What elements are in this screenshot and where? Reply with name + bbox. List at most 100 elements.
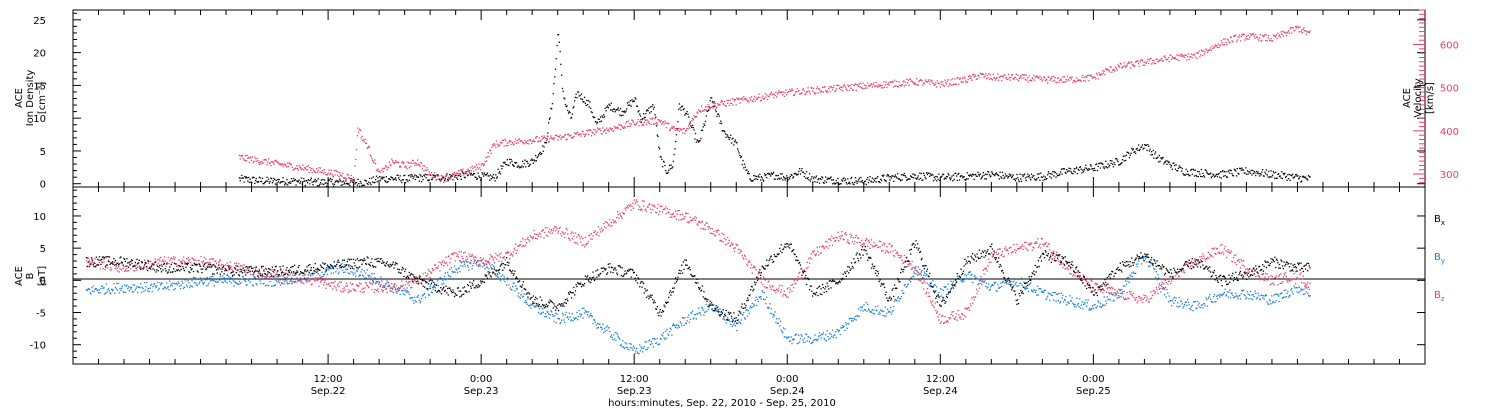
by-point <box>1236 296 1238 298</box>
bz-point <box>160 256 162 259</box>
by-point <box>140 283 142 285</box>
density-point <box>888 176 890 178</box>
velocity-point <box>1021 74 1023 76</box>
density-point <box>967 178 969 180</box>
density-point <box>573 106 575 108</box>
bz-point <box>385 287 387 290</box>
by-point <box>326 273 329 276</box>
by-point <box>189 286 191 289</box>
by-point <box>153 282 156 285</box>
density-point <box>389 179 391 181</box>
density-point <box>1008 173 1010 175</box>
velocity-point <box>500 142 502 144</box>
velocity-point <box>1305 33 1307 35</box>
velocity-point <box>1161 57 1163 60</box>
by-point <box>404 294 406 296</box>
velocity-point <box>499 141 502 143</box>
density-point <box>297 181 299 183</box>
bz-point <box>222 268 224 271</box>
density-point <box>1092 170 1095 172</box>
density-point <box>1233 168 1235 171</box>
velocity-point <box>1066 75 1069 78</box>
bz-point <box>116 268 118 270</box>
density-point <box>1027 173 1029 175</box>
density-point <box>302 180 304 183</box>
velocity-point <box>1141 59 1143 61</box>
density-point <box>434 175 436 177</box>
velocity-point <box>326 173 328 176</box>
bz-point <box>301 281 303 284</box>
by-point <box>489 263 491 265</box>
by-point <box>440 277 443 279</box>
density-point <box>841 180 844 182</box>
bz-point <box>183 260 185 263</box>
by-point <box>942 289 945 292</box>
by-point <box>221 281 223 283</box>
by-point <box>417 294 420 296</box>
density-point <box>887 173 889 176</box>
velocity-point <box>558 136 560 138</box>
bz-point <box>300 282 303 284</box>
velocity-point <box>1180 55 1183 57</box>
velocity-point <box>519 140 521 143</box>
velocity-point <box>382 171 384 173</box>
density-point <box>746 169 748 171</box>
density-point <box>1271 176 1273 178</box>
by-point <box>1071 297 1073 299</box>
by-point <box>733 324 735 326</box>
density-point <box>825 181 828 183</box>
by-point <box>712 304 714 307</box>
density-point <box>854 177 857 179</box>
by-point <box>711 308 713 310</box>
bz-point <box>155 260 157 263</box>
by-point <box>521 290 523 292</box>
velocity-point <box>423 170 425 172</box>
by-point <box>326 266 328 269</box>
density-point <box>597 118 599 120</box>
density-point <box>433 174 435 177</box>
velocity-point <box>1039 75 1041 77</box>
by-point <box>651 343 653 345</box>
density-point <box>794 172 796 174</box>
density-point <box>741 163 743 166</box>
density-point <box>457 174 459 177</box>
density-point <box>391 176 393 179</box>
density-point <box>1268 170 1270 173</box>
density-point <box>953 178 955 181</box>
velocity-point <box>1281 30 1284 32</box>
density-point <box>1260 174 1262 176</box>
by-point <box>544 316 546 318</box>
velocity-point <box>1118 66 1121 68</box>
velocity-point <box>271 161 273 163</box>
by-point <box>149 287 151 289</box>
density-point <box>1304 176 1306 178</box>
by-point <box>211 279 213 282</box>
velocity-point <box>529 139 531 141</box>
velocity-point <box>608 130 610 132</box>
by-point <box>1262 297 1264 299</box>
velocity-point <box>290 164 293 166</box>
by-point <box>759 297 761 299</box>
velocity-point <box>600 133 603 135</box>
by-point <box>449 268 451 270</box>
density-point <box>1155 157 1157 160</box>
velocity-point <box>1167 58 1169 61</box>
bz-point <box>154 258 156 260</box>
bz-point <box>114 267 117 270</box>
by-point <box>225 277 228 280</box>
velocity-point <box>368 146 371 149</box>
by-point <box>403 290 405 292</box>
by-point <box>967 273 969 275</box>
density-point <box>313 181 315 183</box>
by-point <box>153 283 155 285</box>
by-point <box>695 318 697 320</box>
by-point <box>139 287 141 289</box>
velocity-point <box>1190 55 1192 58</box>
velocity-point <box>421 168 423 170</box>
bz-point <box>115 265 117 268</box>
by-point <box>666 328 668 331</box>
density-point <box>968 174 970 176</box>
bz-point <box>322 279 324 281</box>
density-point <box>491 175 493 177</box>
